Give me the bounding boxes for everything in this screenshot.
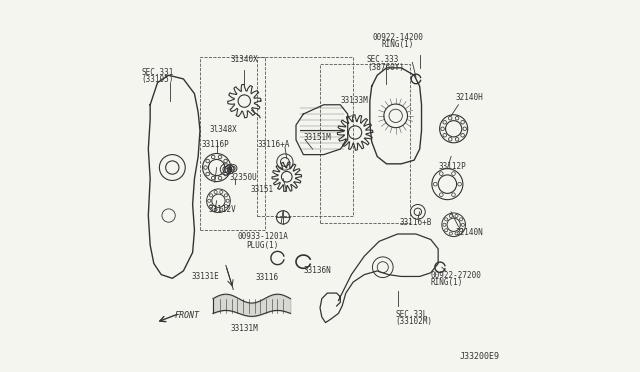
Text: 32140N: 32140N	[456, 228, 484, 237]
Bar	[257, 57, 353, 215]
Text: 33131M: 33131M	[230, 324, 258, 333]
Text: 33116: 33116	[255, 273, 278, 282]
Bar	[320, 64, 410, 223]
Text: PLUG(1): PLUG(1)	[246, 241, 279, 250]
Text: 33116P: 33116P	[202, 140, 230, 149]
Text: RING(1): RING(1)	[431, 278, 463, 287]
Text: (33105): (33105)	[141, 76, 173, 84]
Text: 33131E: 33131E	[191, 272, 219, 281]
Text: (33102M): (33102M)	[396, 317, 433, 326]
Text: 3l348X: 3l348X	[209, 125, 237, 134]
Text: J33200E9: J33200E9	[459, 352, 499, 361]
Text: 00933-1201A: 00933-1201A	[237, 232, 288, 241]
Text: 33133M: 33133M	[340, 96, 368, 105]
Text: SEC.331: SEC.331	[141, 68, 173, 77]
Text: 00922-27200: 00922-27200	[431, 271, 482, 280]
Text: FRONT: FRONT	[174, 311, 199, 320]
Text: 00922-14200: 00922-14200	[372, 33, 423, 42]
Text: 33112V: 33112V	[208, 205, 236, 214]
Text: 31340X: 31340X	[230, 55, 258, 64]
Text: RING(1): RING(1)	[381, 41, 413, 49]
Text: 33112P: 33112P	[439, 162, 467, 171]
Text: SEC.333: SEC.333	[367, 55, 399, 64]
Text: 33151M: 33151M	[303, 133, 331, 142]
Text: 32350U: 32350U	[230, 173, 257, 182]
Text: 33151: 33151	[251, 185, 274, 194]
Bar	[200, 57, 264, 230]
Text: (38760Y): (38760Y)	[367, 62, 404, 71]
Text: 33136N: 33136N	[303, 266, 331, 275]
Text: 33116+B: 33116+B	[399, 218, 432, 227]
Text: 33116+A: 33116+A	[258, 140, 290, 149]
Text: 32140H: 32140H	[456, 93, 484, 102]
Text: SEC.33L: SEC.33L	[396, 310, 428, 319]
